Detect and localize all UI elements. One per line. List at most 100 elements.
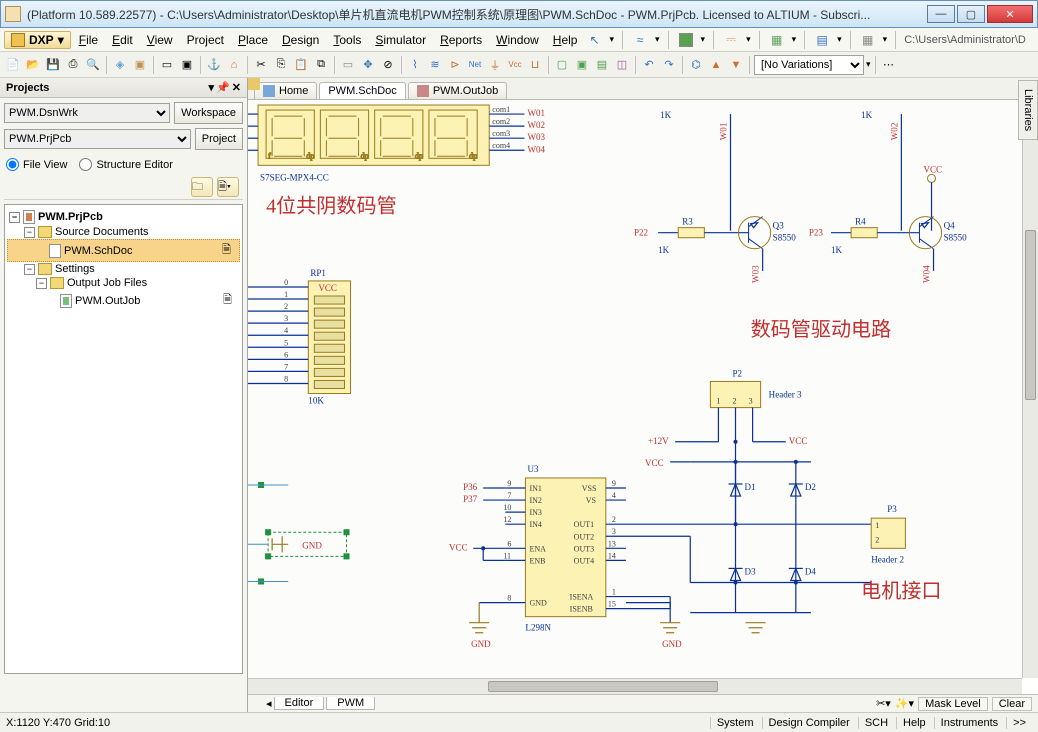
menu-tools[interactable]: Tools bbox=[327, 31, 367, 49]
clear-button[interactable]: Clear bbox=[992, 697, 1032, 711]
filter-icon[interactable]: ✂▾ bbox=[876, 697, 891, 710]
gnd-icon[interactable]: ⏚ bbox=[486, 56, 504, 74]
maximize-button[interactable]: ▢ bbox=[957, 5, 985, 23]
zoom-area-icon[interactable]: ▣ bbox=[178, 56, 196, 74]
wire-icon[interactable]: ⌇ bbox=[406, 56, 424, 74]
print-icon[interactable]: ⎙ bbox=[64, 56, 82, 74]
expander-icon[interactable]: − bbox=[24, 227, 35, 238]
tab-pwm[interactable]: PWM bbox=[326, 697, 375, 710]
menu-design[interactable]: Design bbox=[276, 31, 325, 49]
save-icon[interactable]: 💾 bbox=[44, 56, 62, 74]
paste-icon[interactable]: 📋 bbox=[292, 56, 310, 74]
horizontal-scrollbar[interactable] bbox=[248, 678, 1022, 694]
tab-home[interactable]: Home bbox=[254, 82, 317, 99]
cut-icon[interactable]: ✂ bbox=[252, 56, 270, 74]
copy-icon[interactable]: ⎘ bbox=[272, 56, 290, 74]
tool-wire-icon[interactable]: ≈ bbox=[631, 31, 649, 49]
menu-reports[interactable]: Reports bbox=[434, 31, 488, 49]
tree-source-docs[interactable]: − Source Documents bbox=[7, 225, 240, 239]
part-place-icon[interactable]: ⊔ bbox=[526, 56, 544, 74]
refresh-icon[interactable]: 🗀 bbox=[191, 177, 213, 197]
harness-conn-icon[interactable]: ◫ bbox=[613, 56, 631, 74]
structure-editor-radio[interactable]: Structure Editor bbox=[79, 158, 172, 171]
vcc-icon[interactable]: Vcc bbox=[506, 56, 524, 74]
new-icon[interactable]: 📄 bbox=[4, 56, 22, 74]
projects-tree[interactable]: − PWM.PrjPcb − Source Documents PWM.SchD… bbox=[4, 204, 243, 674]
expander-icon[interactable]: − bbox=[36, 278, 47, 289]
undo-icon[interactable]: ↶ bbox=[640, 56, 658, 74]
menu-help[interactable]: Help bbox=[547, 31, 584, 49]
menu-project[interactable]: Project bbox=[181, 31, 230, 49]
tab-editor[interactable]: Editor bbox=[274, 697, 325, 710]
zoom-fit-icon[interactable]: ▭ bbox=[158, 56, 176, 74]
sheet-entry-icon[interactable]: ▣ bbox=[573, 56, 591, 74]
tool-grid-icon[interactable]: ▦ bbox=[859, 31, 877, 49]
menu-window[interactable]: Window bbox=[490, 31, 545, 49]
file-view-radio[interactable]: File View bbox=[6, 158, 67, 171]
home-icon[interactable]: ⌂ bbox=[225, 56, 243, 74]
menu-simulator[interactable]: Simulator bbox=[369, 31, 432, 49]
mask-level-button[interactable]: Mask Level bbox=[918, 697, 988, 711]
tool-net-icon[interactable]: ⎓ bbox=[722, 31, 740, 49]
deselect-icon[interactable]: ⊘ bbox=[379, 56, 397, 74]
scrollbar-thumb[interactable] bbox=[1025, 230, 1036, 400]
db-icon[interactable]: ◈ bbox=[111, 56, 129, 74]
project-button[interactable]: Project bbox=[195, 128, 243, 150]
preview-icon[interactable]: 🔍 bbox=[84, 56, 102, 74]
schematic-canvas[interactable]: fdp dp dp dp com1W01 com2W02 com3W03 com… bbox=[248, 100, 1022, 678]
tab-schdoc[interactable]: PWM.SchDoc bbox=[319, 82, 405, 99]
status-sch[interactable]: SCH bbox=[858, 717, 894, 729]
status-design-compiler[interactable]: Design Compiler bbox=[762, 717, 856, 729]
tool-part-icon[interactable] bbox=[677, 31, 695, 49]
tree-project-root[interactable]: − PWM.PrjPcb bbox=[7, 209, 240, 225]
workspace-button[interactable]: Workspace bbox=[174, 102, 243, 124]
select-rect-icon[interactable]: ▭ bbox=[339, 56, 357, 74]
nav-down-icon[interactable]: ▼ bbox=[727, 56, 745, 74]
options-icon[interactable]: 🗎▾ bbox=[217, 177, 239, 197]
tab-outjob[interactable]: PWM.OutJob bbox=[408, 82, 507, 99]
tabs-left-icon[interactable]: ◂ bbox=[266, 697, 272, 710]
move-icon[interactable]: ✥ bbox=[359, 56, 377, 74]
highlight-icon[interactable]: ✨▾ bbox=[895, 697, 914, 710]
workspace-combo[interactable]: PWM.DsnWrk bbox=[4, 103, 170, 123]
menu-place[interactable]: Place bbox=[232, 31, 274, 49]
libraries-tab[interactable]: Libraries bbox=[1018, 80, 1038, 140]
stack-icon[interactable]: ▣ bbox=[131, 56, 149, 74]
status-help[interactable]: Help bbox=[896, 717, 932, 729]
panel-close-icon[interactable]: ✕ bbox=[232, 81, 241, 94]
hierarchy-icon[interactable]: ⌬ bbox=[687, 56, 705, 74]
vertical-scrollbar[interactable] bbox=[1022, 100, 1038, 678]
device-sheet-icon[interactable]: ▤ bbox=[593, 56, 611, 74]
pin-icon[interactable]: 📌 bbox=[216, 81, 230, 94]
expander-icon[interactable]: − bbox=[9, 212, 20, 223]
tool-harness-icon[interactable]: ▤ bbox=[813, 31, 831, 49]
tool-sheet-icon[interactable]: ▦ bbox=[768, 31, 786, 49]
tool-pointer-icon[interactable]: ↖ bbox=[585, 31, 603, 49]
sheet-symbol-icon[interactable]: ▢ bbox=[553, 56, 571, 74]
browse-icon[interactable]: ⋯ bbox=[880, 56, 898, 74]
minimize-button[interactable]: — bbox=[927, 5, 955, 23]
redo-icon[interactable]: ↷ bbox=[660, 56, 678, 74]
project-combo[interactable]: PWM.PrjPcb bbox=[4, 129, 191, 149]
panel-menu-icon[interactable]: ▾ bbox=[209, 81, 215, 94]
tree-outjob[interactable]: PWM.OutJob 🗎 bbox=[7, 290, 240, 311]
dxp-menu[interactable]: DXP ▾ bbox=[4, 31, 71, 49]
nav-up-icon[interactable]: ▲ bbox=[707, 56, 725, 74]
port-icon[interactable]: ⊳ bbox=[446, 56, 464, 74]
open-icon[interactable]: 📂 bbox=[24, 56, 42, 74]
status-system[interactable]: System bbox=[710, 717, 760, 729]
tree-settings[interactable]: − Settings bbox=[7, 262, 240, 276]
tree-output-jobs[interactable]: − Output Job Files bbox=[7, 276, 240, 290]
close-button[interactable]: ✕ bbox=[987, 5, 1033, 23]
expander-icon[interactable]: − bbox=[24, 264, 35, 275]
menu-view[interactable]: View bbox=[141, 31, 179, 49]
status-more[interactable]: >> bbox=[1006, 717, 1032, 729]
duplicate-icon[interactable]: ⧉ bbox=[312, 56, 330, 74]
variations-combo[interactable]: [No Variations] bbox=[754, 55, 864, 75]
menu-edit[interactable]: Edit bbox=[106, 31, 139, 49]
bus-icon[interactable]: ≋ bbox=[426, 56, 444, 74]
netlabel-icon[interactable]: Net bbox=[466, 56, 484, 74]
menu-file[interactable]: File bbox=[73, 31, 104, 49]
anchor-icon[interactable]: ⚓ bbox=[205, 56, 223, 74]
status-instruments[interactable]: Instruments bbox=[934, 717, 1004, 729]
